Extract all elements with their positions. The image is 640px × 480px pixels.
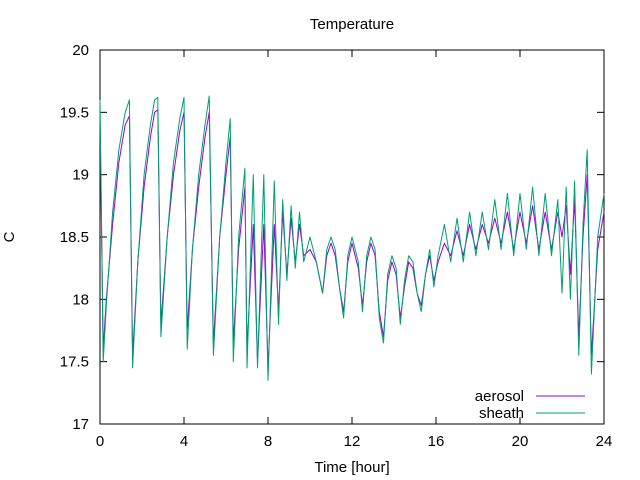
- y-tick-label: 19.5: [60, 104, 89, 121]
- y-tick-label: 18: [72, 291, 89, 308]
- y-tick-label: 17: [72, 416, 89, 433]
- chart-title: Temperature: [310, 16, 394, 33]
- x-tick-label: 0: [96, 433, 104, 450]
- legend-label-aerosol: aerosol: [475, 388, 524, 405]
- x-tick-label: 16: [428, 433, 445, 450]
- x-axis-label: Time [hour]: [314, 459, 389, 476]
- legend-label-sheath: sheath: [479, 405, 524, 422]
- y-tick-label: 19: [72, 167, 89, 184]
- x-tick-label: 8: [264, 433, 272, 450]
- y-tick-label: 20: [72, 42, 89, 59]
- x-tick-label: 20: [512, 433, 529, 450]
- x-tick-label: 4: [180, 433, 188, 450]
- series-line-sheath: [99, 95, 605, 381]
- y-tick-label: 17.5: [60, 354, 89, 371]
- x-tick-label: 12: [344, 433, 361, 450]
- y-tick-label: 18.5: [60, 229, 89, 246]
- plot-area: 0 4 8 12 16 20 24 17 17.5 18 18.5 19 19.5 20: [60, 42, 613, 450]
- x-tick-label: 24: [596, 433, 613, 450]
- y-axis-label: C: [1, 231, 18, 242]
